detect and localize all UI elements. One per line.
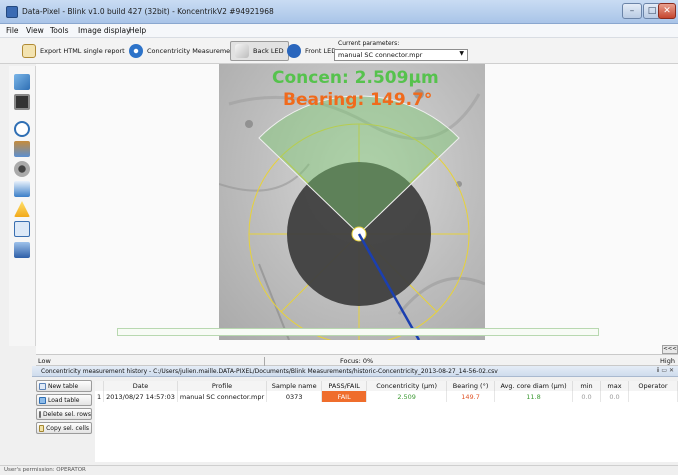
stack-icon[interactable]: [14, 141, 30, 157]
menu-image-display[interactable]: Image display: [78, 26, 131, 35]
menu-tools[interactable]: Tools: [50, 26, 69, 35]
permission-status: User's permission: OPERATOR: [4, 467, 86, 473]
cell-operator[interactable]: [628, 391, 678, 402]
delete-rows-icon: [39, 410, 41, 418]
column-concentricity[interactable]: Concentricity (µm): [366, 381, 448, 391]
current-parameters-label: Current parameters:: [338, 40, 400, 47]
camera-icon[interactable]: [14, 94, 30, 110]
column-bearing[interactable]: Bearing (°): [446, 381, 496, 391]
front-led-label: Front LED: [305, 47, 337, 55]
delete-rows-label: Delete sel. rows: [43, 410, 91, 418]
column-core-diam[interactable]: Avg. core diam (µm): [494, 381, 574, 391]
column-pass-fail[interactable]: PASS/FAIL: [321, 381, 368, 391]
history-table: Date Profile Sample name PASS/FAIL Conce…: [95, 381, 678, 402]
minimize-button[interactable]: –: [622, 3, 642, 19]
app-icon: [6, 6, 18, 18]
export-html-button[interactable]: Export HTML single report: [18, 41, 129, 61]
report-icon: [22, 44, 36, 58]
title-bar: Data-Pixel - Blink v1.0 build 427 (32bit…: [0, 0, 678, 24]
edit-icon[interactable]: [14, 74, 30, 90]
lens-icon[interactable]: [14, 161, 30, 177]
bearing-readout: Bearing: 149.7°: [283, 90, 433, 110]
history-panel-header: Concentricity measurement history - C:/U…: [32, 366, 678, 377]
front-led-button[interactable]: Front LED: [283, 41, 340, 61]
close-button[interactable]: ✕: [658, 3, 676, 19]
back-led-label: Back LED: [253, 47, 284, 55]
cell-core-diam[interactable]: 11.8: [494, 391, 574, 402]
column-min[interactable]: min: [572, 381, 601, 391]
chart-icon[interactable]: [14, 181, 30, 197]
cell-sample-name[interactable]: 0373: [266, 391, 323, 402]
cell-index[interactable]: 1: [95, 391, 105, 402]
cell-pass-fail[interactable]: FAIL: [321, 391, 368, 402]
menu-help[interactable]: Help: [129, 26, 147, 35]
parameters-value: manual SC connector.mpr: [338, 51, 423, 59]
menu-view[interactable]: View: [26, 26, 44, 35]
panel-scroll-button[interactable]: <<<: [662, 345, 678, 354]
menu-bar: File View Tools Image display Help: [0, 24, 678, 38]
concentricity-measurement-button[interactable]: Concentricity Measurement: [125, 41, 241, 61]
load-table-label: Load table: [48, 396, 80, 404]
panel-window-controls[interactable]: ⅱ ▭ ✕: [656, 367, 674, 374]
chevron-down-icon: ▼: [459, 50, 464, 57]
progress-track: [117, 328, 599, 336]
new-table-icon: [39, 382, 46, 390]
table-row[interactable]: 1 2013/08/27 14:57:03 manual SC connecto…: [95, 391, 678, 402]
back-led-button[interactable]: Back LED: [230, 41, 289, 61]
warning-icon[interactable]: [14, 201, 30, 217]
focus-bar: Low Focus: 0% High: [36, 354, 678, 368]
column-profile[interactable]: Profile: [177, 381, 268, 391]
load-table-icon: [39, 396, 46, 404]
delete-rows-button[interactable]: Delete sel. rows: [36, 408, 92, 420]
column-date[interactable]: Date: [103, 381, 178, 391]
cell-profile[interactable]: manual SC connector.mpr: [177, 391, 268, 402]
column-sample-name[interactable]: Sample name: [266, 381, 323, 391]
export-html-label: Export HTML single report: [40, 47, 125, 55]
menu-file[interactable]: File: [6, 26, 19, 35]
load-table-button[interactable]: Load table: [36, 394, 92, 406]
column-operator[interactable]: Operator: [628, 381, 678, 391]
history-title: Concentricity measurement history - C:/U…: [41, 367, 498, 375]
back-led-icon: [235, 44, 249, 58]
cell-bearing[interactable]: 149.7: [446, 391, 496, 402]
cell-max[interactable]: 0.0: [600, 391, 629, 402]
target-icon: [129, 44, 143, 58]
cell-min[interactable]: 0.0: [572, 391, 601, 402]
table-icon[interactable]: [14, 221, 30, 237]
parameters-dropdown[interactable]: manual SC connector.mpr ▼: [334, 49, 468, 61]
focus-low-label: Low: [38, 357, 51, 365]
copy-cells-label: Copy sel. cells: [46, 424, 89, 432]
fiber-endface-image[interactable]: [219, 64, 485, 340]
copy-cells-button[interactable]: Copy sel. cells: [36, 422, 92, 434]
measurement-overlay: [219, 89, 485, 340]
status-bar: User's permission: OPERATOR: [0, 465, 678, 475]
front-led-icon: [287, 44, 301, 58]
cell-concentricity[interactable]: 2.509: [366, 391, 448, 402]
concentricity-readout: Concen: 2.509µm: [272, 68, 439, 88]
column-max[interactable]: max: [600, 381, 629, 391]
history-grid-background: [95, 402, 678, 462]
focus-value-label: Focus: 0%: [340, 357, 374, 365]
focus-high-label: High: [660, 357, 675, 365]
side-toolbar: [9, 66, 36, 346]
clock-icon[interactable]: [14, 121, 30, 137]
concentricity-label: Concentricity Measurement: [147, 47, 237, 55]
cell-date[interactable]: 2013/08/27 14:57:03: [103, 391, 178, 402]
copy-cells-icon: [39, 424, 45, 432]
focus-divider: [264, 357, 265, 368]
column-index[interactable]: [95, 381, 105, 391]
new-table-button[interactable]: New table: [36, 380, 92, 392]
table-header-row: Date Profile Sample name PASS/FAIL Conce…: [95, 381, 678, 391]
new-table-label: New table: [48, 382, 79, 390]
database-icon[interactable]: [14, 242, 30, 258]
window-title: Data-Pixel - Blink v1.0 build 427 (32bit…: [22, 7, 274, 16]
